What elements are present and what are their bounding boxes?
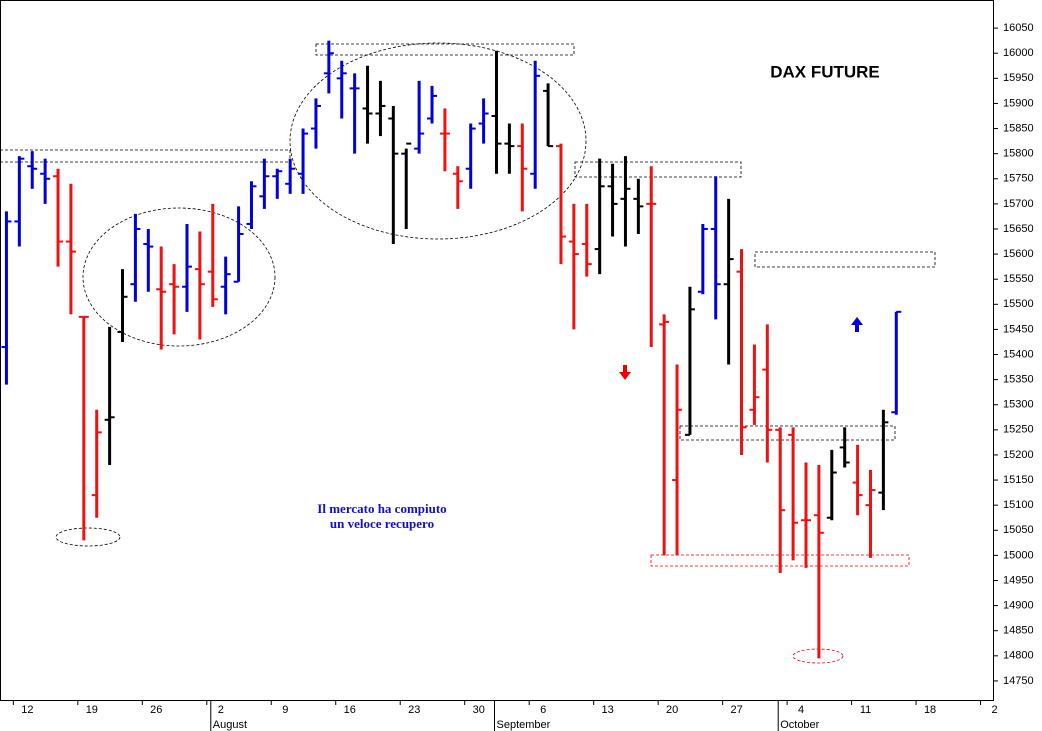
- x-tick-label: 18: [924, 704, 936, 716]
- y-tick-label: 15100: [1003, 499, 1034, 511]
- y-tick-label: 15200: [1003, 449, 1034, 461]
- y-tick-label: 15400: [1003, 348, 1034, 360]
- x-tick-label: 16: [344, 704, 356, 716]
- y-tick-label: 15450: [1003, 323, 1034, 335]
- y-tick-label: 14750: [1003, 675, 1034, 687]
- y-tick-label: 15500: [1003, 298, 1034, 310]
- x-tick-label: 30: [473, 704, 485, 716]
- ellipse: [82, 207, 276, 347]
- y-tick-label: 16050: [1003, 22, 1034, 34]
- y-tick-label: 14950: [1003, 574, 1034, 586]
- annotation: Il mercato ha compiuto: [317, 501, 446, 516]
- x-tick-label: 2: [218, 704, 224, 716]
- resistance-box: [574, 161, 742, 178]
- ellipse: [289, 42, 587, 240]
- y-tick-label: 15050: [1003, 524, 1034, 536]
- y-tick-label: 15300: [1003, 399, 1034, 411]
- x-tick-label: 6: [540, 704, 546, 716]
- x-tick-label: 11: [860, 704, 871, 716]
- y-tick-label: 15950: [1003, 72, 1034, 84]
- x-tick-label: 2: [991, 704, 997, 716]
- y-tick-label: 15250: [1003, 424, 1034, 436]
- annotations-shapes: [0, 42, 936, 664]
- y-tick-label: 15150: [1003, 474, 1034, 486]
- support-box: [679, 425, 896, 441]
- x-tick-label: 12: [21, 704, 33, 716]
- resistance-box: [315, 43, 575, 56]
- month-label: October: [780, 719, 819, 731]
- chart-title: DAX FUTURE: [770, 62, 880, 81]
- x-tick-label: 26: [150, 704, 162, 716]
- y-tick-label: 16000: [1003, 47, 1034, 59]
- y-tick-label: 14900: [1003, 600, 1034, 612]
- ellipse: [55, 527, 121, 547]
- y-tick-label: 15900: [1003, 97, 1034, 109]
- y-tick-label: 15000: [1003, 549, 1034, 561]
- x-tick-label: 19: [86, 704, 98, 716]
- up-arrow: [851, 317, 863, 332]
- y-tick-label: 15350: [1003, 374, 1034, 386]
- y-tick-label: 14850: [1003, 625, 1034, 637]
- y-tick-label: 15850: [1003, 122, 1034, 134]
- y-tick-label: 14800: [1003, 650, 1034, 662]
- y-tick-label: 15700: [1003, 198, 1034, 210]
- month-label: September: [497, 719, 551, 731]
- y-tick-label: 15600: [1003, 248, 1034, 260]
- x-tick-label: 20: [666, 704, 678, 716]
- y-tick-label: 15550: [1003, 273, 1034, 285]
- down-arrow: [619, 365, 631, 380]
- x-tick-label: 4: [798, 704, 804, 716]
- x-tick-label: 23: [408, 704, 420, 716]
- y-tick-label: 15750: [1003, 173, 1034, 185]
- y-tick-label: 15800: [1003, 148, 1034, 160]
- x-tick-label: 27: [731, 704, 743, 716]
- annotation: un veloce recupero: [330, 516, 434, 531]
- x-tick-label: 13: [602, 704, 614, 716]
- month-label: August: [213, 719, 247, 731]
- resistance-box: [754, 251, 936, 268]
- y-tick-label: 15650: [1003, 223, 1034, 235]
- x-tick-label: 9: [282, 704, 288, 716]
